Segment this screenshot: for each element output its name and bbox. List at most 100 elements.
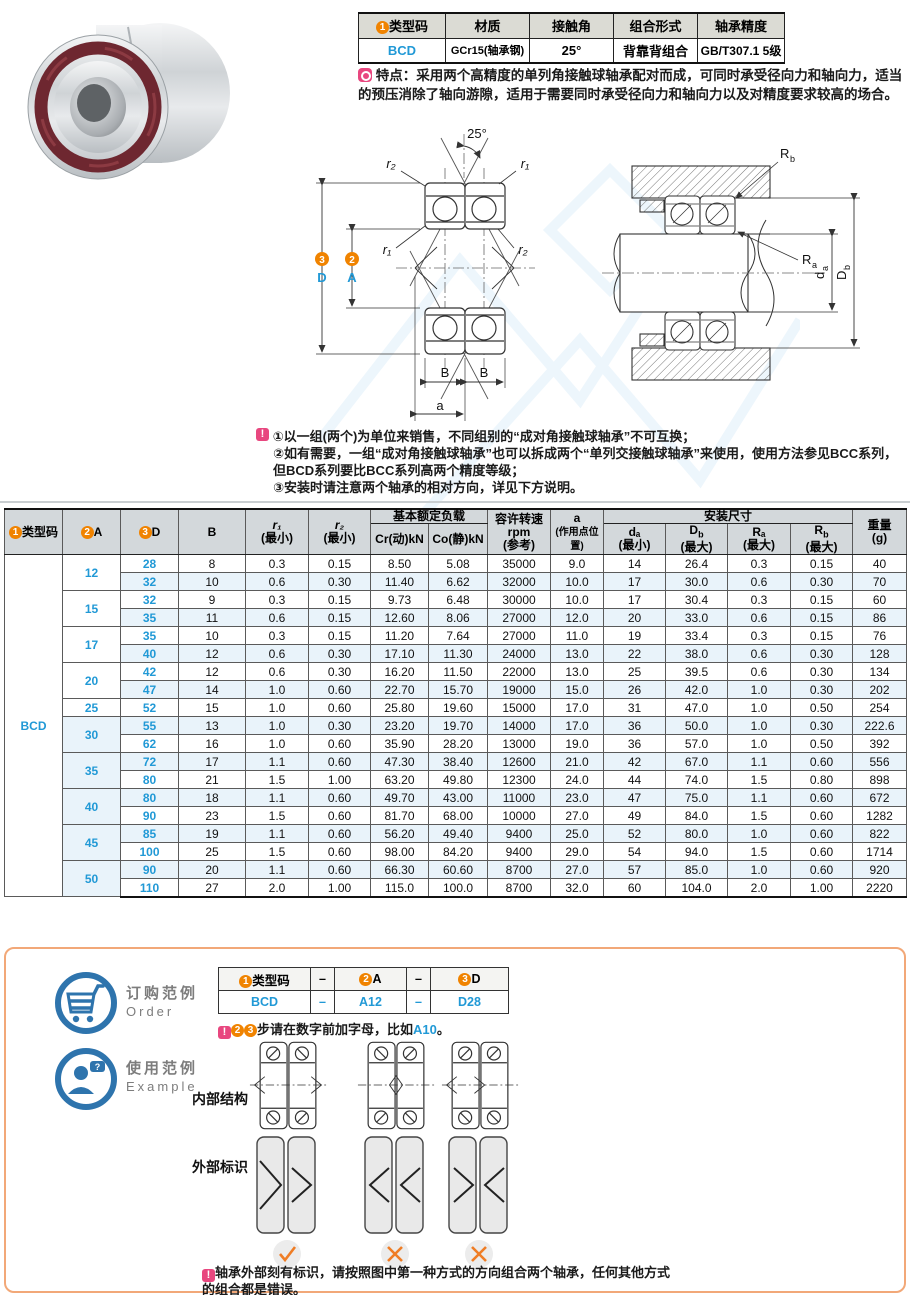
table-cell: 38.0 [665, 644, 728, 664]
table-cell: 19 [178, 824, 246, 844]
external-marking-diagram-1 [256, 1136, 316, 1234]
table-cell: 0.3 [727, 590, 791, 610]
table-cell: 63.20 [370, 770, 429, 790]
table-cell: 0.60 [308, 698, 371, 718]
spec-header-row: 1 类型码 材质 接触角 组合形式 轴承精度 [358, 12, 785, 39]
table-cell: 13 [178, 716, 246, 736]
table-cell: 32 [120, 572, 179, 592]
table-cell: 898 [852, 770, 907, 790]
table-cell: 72 [120, 752, 179, 772]
table-cell: 1.5 [245, 842, 309, 862]
table-cell: 20 [178, 860, 246, 880]
table-cell: 32.0 [550, 878, 604, 898]
table-cell: 0.30 [790, 716, 853, 736]
table-cell: 14 [178, 680, 246, 700]
table-cell: 672 [852, 788, 907, 808]
cell-A-value: 15 [62, 590, 121, 628]
table-cell: 0.15 [790, 590, 853, 610]
table-cell: 6.48 [428, 590, 488, 610]
table-cell: 35 [120, 608, 179, 628]
svg-text:D: D [317, 270, 326, 285]
spec-header-precision: 轴承精度 [697, 12, 785, 39]
table-cell: 42 [120, 662, 179, 682]
check-mark-icon [273, 1240, 301, 1268]
table-cell: 17 [178, 752, 246, 772]
table-cell: 10 [178, 626, 246, 646]
table-cell: 0.60 [790, 806, 853, 826]
table-cell: 15.0 [550, 680, 604, 700]
main-table-body: BCD 12 28 8 0.3 0.15 8.50 5.08 35000 9.0 14 26.4 0.3… [4, 554, 907, 898]
circled-2-icon: 2 [231, 1024, 244, 1037]
table-cell: 110 [120, 878, 179, 898]
table-cell: 0.60 [790, 752, 853, 772]
table-cell: 0.60 [308, 824, 371, 844]
table-cell: 25 [178, 842, 246, 862]
table-cell: 0.30 [790, 680, 853, 700]
circled-1-icon: 1 [239, 974, 253, 988]
svg-text:a: a [820, 266, 830, 271]
table-cell: 920 [852, 860, 907, 880]
bearing-cross-section-diagram: 25° r₂ r₁ r₁ r₂ B B a 3 D 2 A [315, 126, 535, 421]
table-cell: 76 [852, 626, 907, 646]
table-row: 62 16 1.0 0.60 35.90 28.20 13000 19.0 36 57.0 1.0 0… [5, 734, 907, 754]
table-cell: 25 [603, 662, 666, 682]
table-cell: 49 [603, 806, 666, 826]
table-cell: 0.6 [245, 608, 309, 628]
table-row: BCD 12 28 8 0.3 0.15 8.50 5.08 35000 9.0 14 26.4 0.3… [4, 554, 907, 898]
r1-mid-label: r₁ [383, 242, 391, 257]
table-cell: 8700 [487, 878, 551, 898]
svg-text:?: ? [95, 1062, 101, 1072]
table-cell: 11.50 [428, 662, 488, 682]
table-cell: 39.5 [665, 662, 728, 682]
table-cell: 17.0 [550, 698, 604, 718]
note-line: ②如有需要，一组“成对角接触球轴承”也可以拆成两个“单列交接触球轴承”来使用，使… [273, 446, 898, 478]
table-cell: 1.00 [308, 878, 371, 898]
table-cell: 0.60 [308, 680, 371, 700]
col-r2: r₂ (最小) [308, 508, 371, 556]
col-group-mount: 安装尺寸 [603, 508, 853, 524]
table-cell: 47.30 [370, 752, 429, 772]
table-cell: 222.6 [852, 716, 907, 736]
circled-3-icon: 3 [458, 973, 472, 986]
table-cell: 23.20 [370, 716, 429, 736]
table-cell: 36 [603, 734, 666, 754]
svg-text:D: D [834, 271, 849, 280]
table-cell: 134 [852, 662, 907, 682]
spec-header-angle: 接触角 [529, 12, 614, 39]
table-cell: 2220 [852, 878, 907, 898]
table-cell: 36 [603, 716, 666, 736]
table-cell: 42.0 [665, 680, 728, 700]
table-cell: 52 [603, 824, 666, 844]
table-cell: 9 [178, 590, 246, 610]
table-cell: 27000 [487, 626, 551, 646]
cell-A-value: 45 [62, 824, 121, 862]
table-cell: 0.50 [790, 698, 853, 718]
B1-label: B [441, 365, 450, 380]
table-cell: 47 [603, 788, 666, 808]
table-cell: 21 [178, 770, 246, 790]
table-cell: 18 [178, 788, 246, 808]
table-cell: 0.6 [727, 572, 791, 592]
table-cell: 1.0 [245, 680, 309, 700]
table-cell: 0.15 [308, 626, 371, 646]
table-cell: 42 [603, 752, 666, 772]
col-Ra: Rₐ (最大) [727, 522, 791, 556]
table-row: 20 42 12 0.6 0.30 16.20 11.50 22000 13.0 25 39.5 0.… [5, 662, 907, 700]
col-B: B [178, 508, 246, 556]
cell-type-code: BCD [4, 554, 63, 898]
table-cell: 47.0 [665, 698, 728, 718]
table-cell: 15000 [487, 698, 551, 718]
table-cell: 19000 [487, 680, 551, 700]
svg-text:2: 2 [349, 255, 355, 266]
table-row: 45 85 19 1.1 0.60 56.20 49.40 9400 25.0 52 80.0 1.0… [5, 824, 907, 862]
internal-structure-diagram-3 [441, 1041, 519, 1130]
table-cell: 0.3 [727, 554, 791, 574]
table-cell: 98.00 [370, 842, 429, 862]
table-row: 40 12 0.6 0.30 17.10 11.30 24000 13.0 22 38.0 0.6 0… [5, 644, 907, 664]
table-cell: 16 [178, 734, 246, 754]
col-r1: r₁ (最小) [245, 508, 309, 556]
col-group-load: 基本额定负载 [370, 508, 488, 524]
table-cell: 0.6 [245, 662, 309, 682]
spec-header-type: 1 类型码 [358, 12, 446, 39]
